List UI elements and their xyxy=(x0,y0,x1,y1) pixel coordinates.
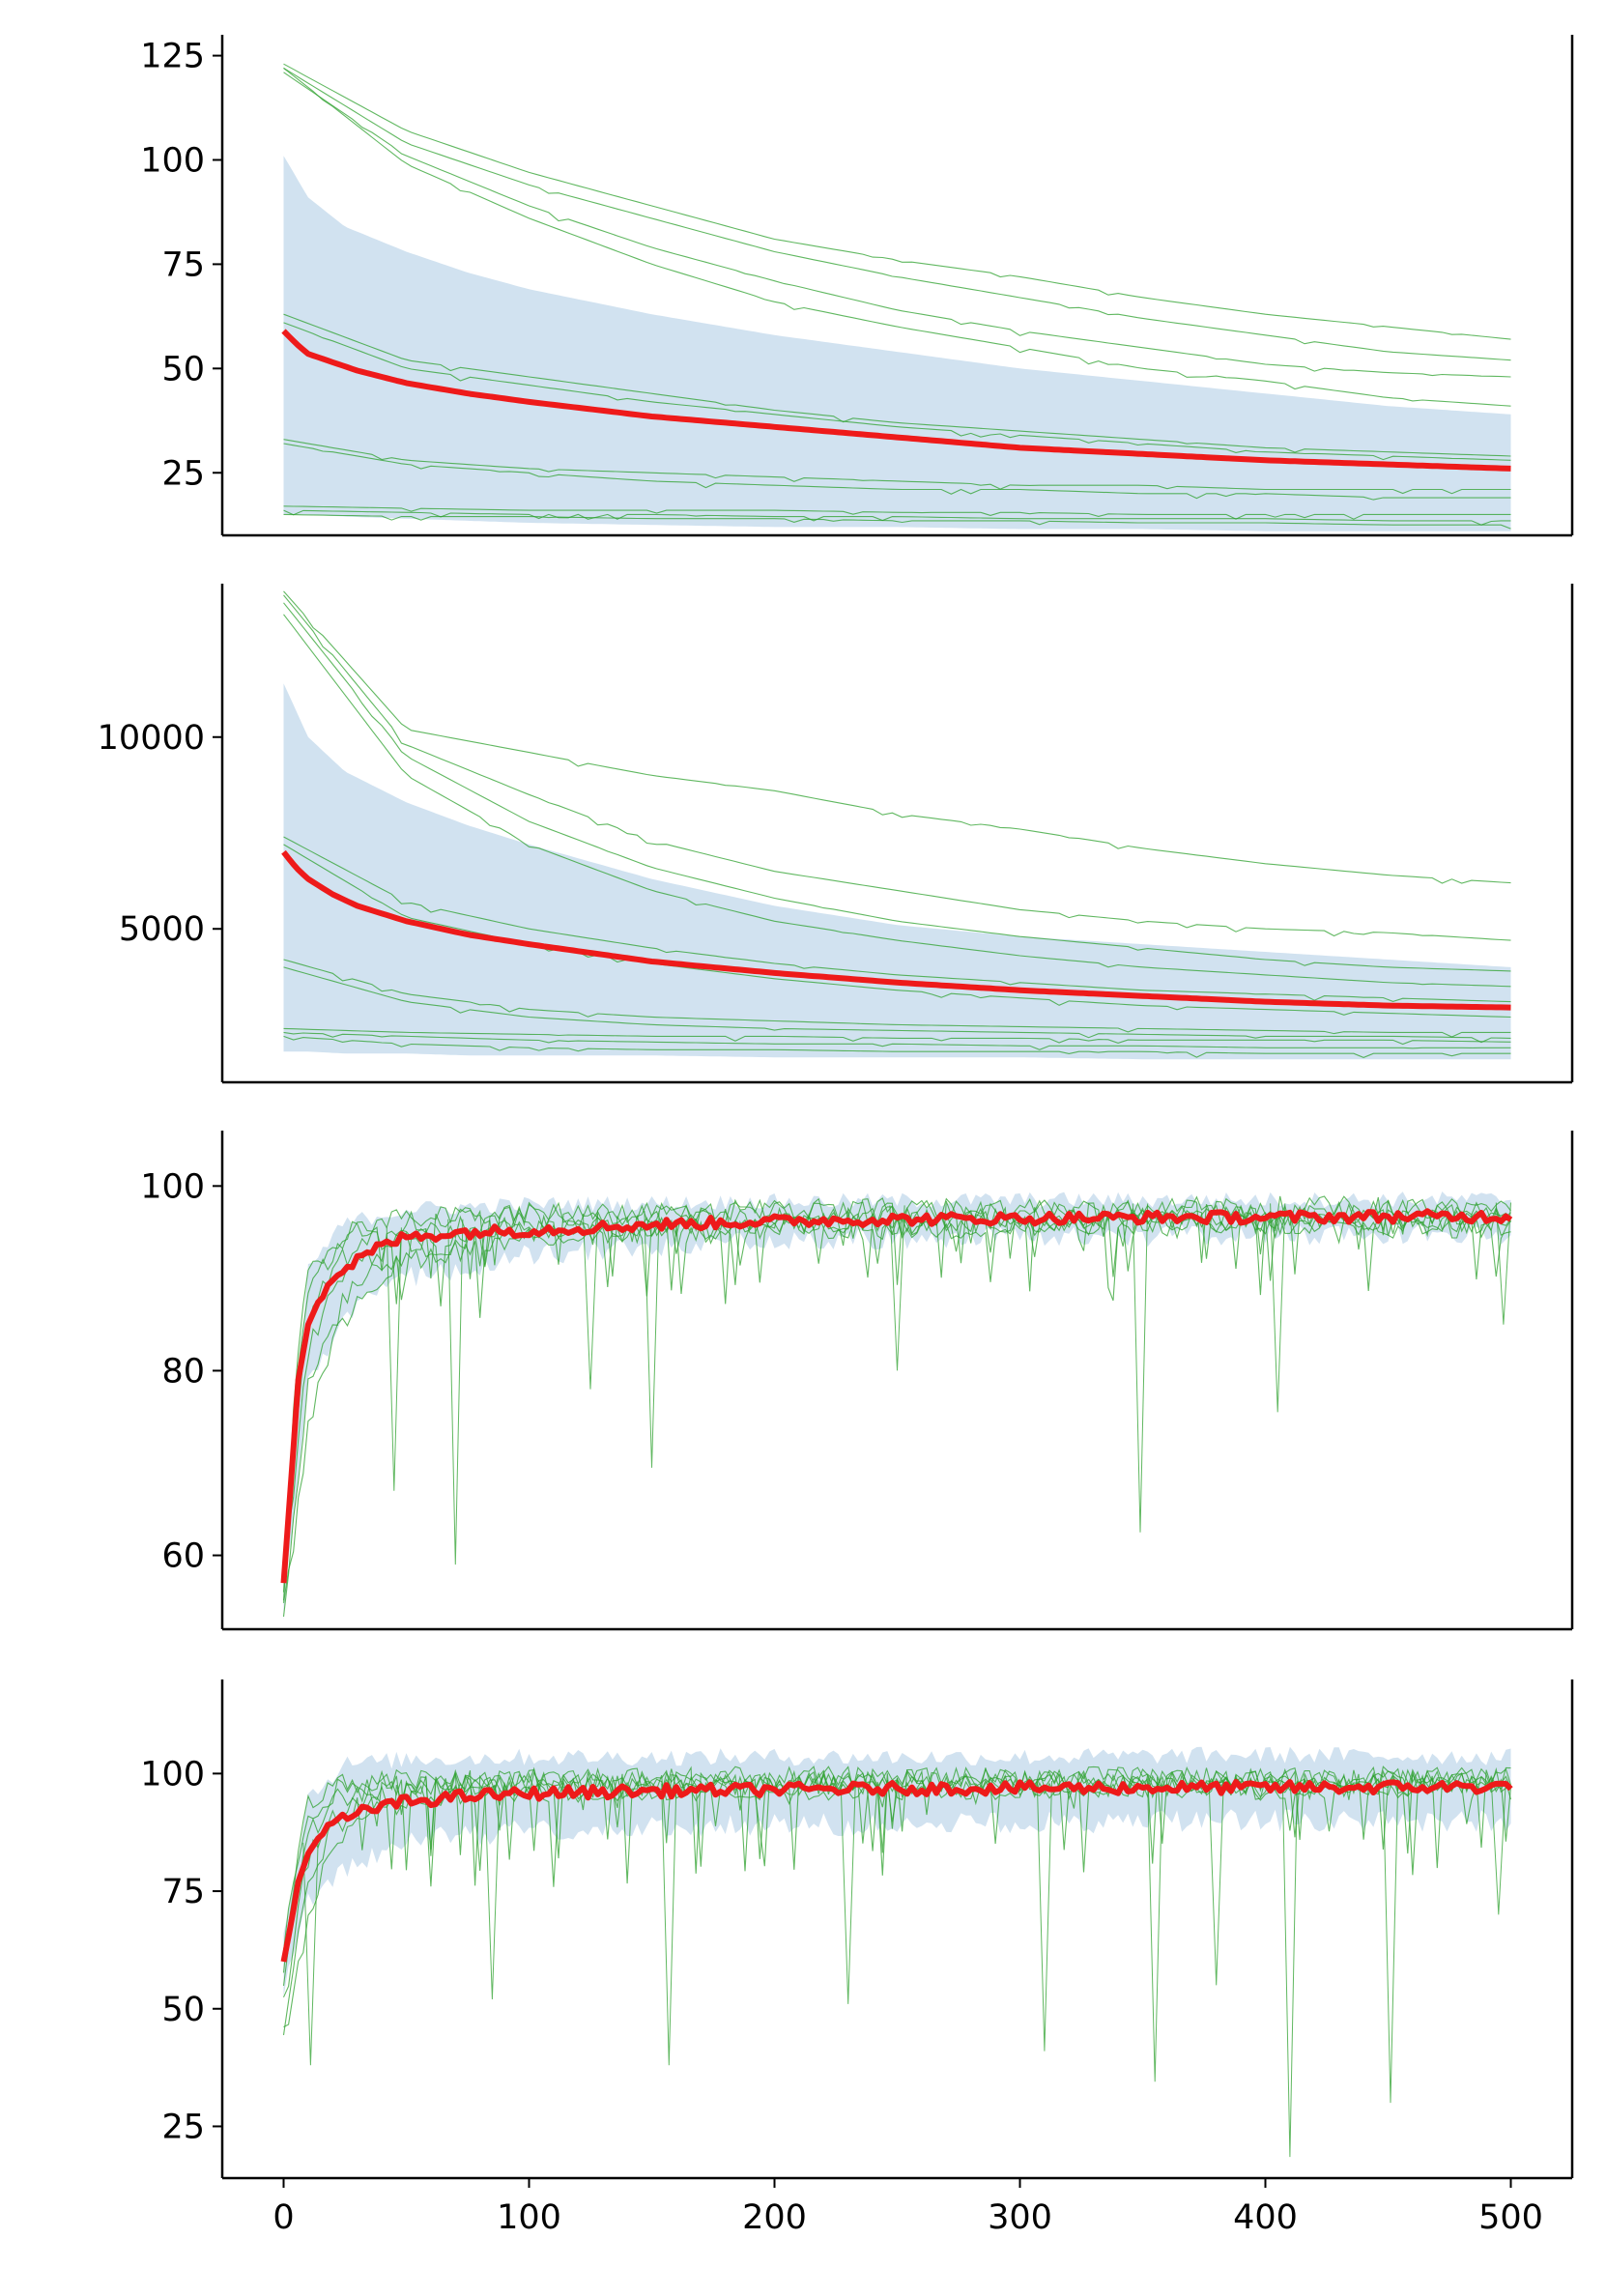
run-line-1 xyxy=(283,590,1511,884)
run-line-5 xyxy=(282,1211,1511,1618)
x-tick-label: 200 xyxy=(742,2198,807,2237)
run-dip-7 xyxy=(840,1781,856,2004)
run-line-10 xyxy=(283,1031,1511,1050)
x-tick-label: 500 xyxy=(1478,2198,1543,2237)
run-line-5 xyxy=(282,1771,1512,2036)
run-line-2 xyxy=(283,594,1511,941)
x-tick-label: 400 xyxy=(1233,2198,1298,2237)
std-band xyxy=(283,683,1511,1060)
panel-2-cost: 5000 10000 xyxy=(98,584,1574,1084)
run-line-6 xyxy=(282,1215,1511,1603)
run-dip-8 xyxy=(582,1213,599,1390)
y-tick-label: 75 xyxy=(161,1873,205,1911)
run-dip-4 xyxy=(1281,1780,1298,2158)
run-line-5 xyxy=(283,313,1511,457)
run-line-9 xyxy=(283,1027,1511,1046)
run-line-3 xyxy=(283,72,1511,378)
run-dip-7 xyxy=(889,1205,905,1371)
mean-line xyxy=(280,1779,1513,1963)
x-tick-label: 100 xyxy=(497,2198,561,2237)
y-tick-label: 5000 xyxy=(119,910,205,949)
run-line-8 xyxy=(283,443,1511,501)
run-line-5 xyxy=(283,836,1511,1003)
y-tick-label: 50 xyxy=(161,350,205,388)
y-tick-label: 100 xyxy=(140,142,205,181)
run-dip-1 xyxy=(302,1842,319,2066)
y-tick-label: 125 xyxy=(140,38,205,76)
y-tick-label: 25 xyxy=(161,454,205,493)
x-tick-label: 300 xyxy=(988,2198,1052,2237)
run-dip-10 xyxy=(1208,1780,1224,1986)
run-dip-5 xyxy=(1495,1202,1511,1325)
mean-line xyxy=(281,849,1511,1011)
panel-4-score: 25 50 75 100 0 100 200 300 400 500 xyxy=(140,1679,1574,2237)
run-line-6 xyxy=(283,322,1511,461)
run-dip-1 xyxy=(447,1219,464,1565)
run-line-8 xyxy=(283,966,1511,1044)
y-tick-label: 100 xyxy=(140,1755,205,1794)
run-dip-6 xyxy=(1036,1780,1052,2052)
y-tick-label: 10000 xyxy=(98,719,205,758)
y-tick-label: 60 xyxy=(161,1537,205,1576)
std-band xyxy=(283,1746,1511,1997)
run-line-10 xyxy=(283,509,1511,526)
run-line-11 xyxy=(283,1035,1511,1058)
run-line-4 xyxy=(283,68,1511,407)
run-line-7 xyxy=(283,959,1511,1038)
x-tick-label: 0 xyxy=(272,2198,294,2237)
mean-line xyxy=(281,329,1511,472)
y-tick-label: 50 xyxy=(161,1991,205,2029)
y-tick-label: 100 xyxy=(140,1167,205,1206)
run-dip-3 xyxy=(1132,1203,1149,1533)
run-dip-2 xyxy=(644,1211,660,1468)
run-dip-9 xyxy=(1490,1779,1506,1915)
run-line-1 xyxy=(283,63,1511,340)
run-dip-3 xyxy=(1147,1780,1163,2082)
std-band xyxy=(283,156,1511,531)
y-tick-label: 80 xyxy=(161,1352,205,1391)
run-line-4 xyxy=(283,614,1511,988)
run-dip-6 xyxy=(386,1227,402,1491)
run-line-9 xyxy=(283,505,1511,520)
run-line-2 xyxy=(282,1766,1511,1951)
panel-1-loss: 25 50 75 100 125 xyxy=(140,35,1574,537)
run-dip-2 xyxy=(661,1783,677,2066)
run-dip-4 xyxy=(1270,1203,1286,1413)
panel-3-accuracy: 60 80 100 xyxy=(140,1131,1574,1631)
mean-line xyxy=(280,1208,1513,1584)
run-dip-5 xyxy=(1382,1780,1399,2104)
run-dip-8 xyxy=(484,1788,501,2000)
run-line-2 xyxy=(283,68,1511,361)
run-line-7 xyxy=(283,439,1511,495)
y-tick-label: 75 xyxy=(161,245,205,284)
run-line-3 xyxy=(283,602,1511,972)
y-tick-label: 25 xyxy=(161,2108,205,2146)
run-line-11 xyxy=(283,513,1511,530)
